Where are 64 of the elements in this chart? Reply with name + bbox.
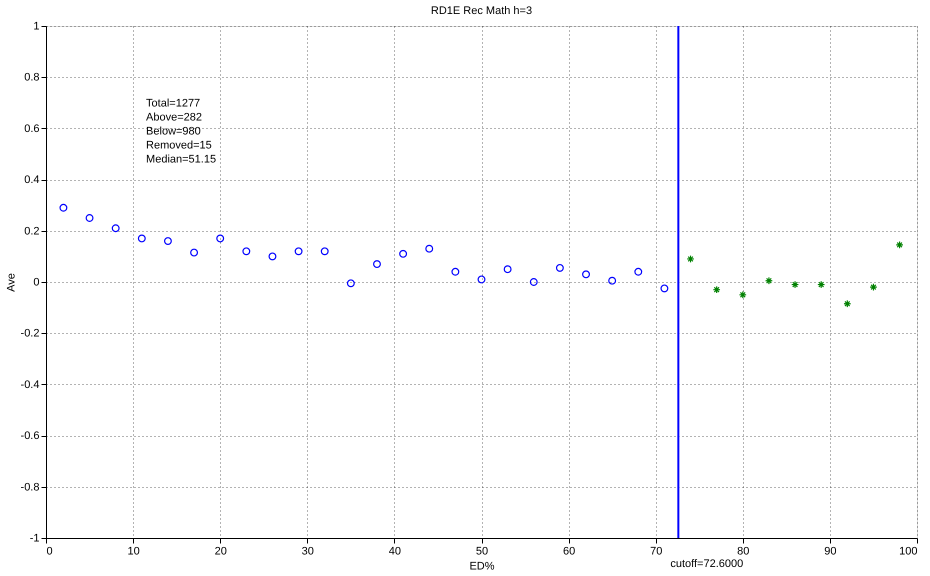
point [164,237,172,245]
point [425,244,434,253]
x-tick-label: 60 [562,546,576,558]
y-tick-label: 0.8 [24,72,40,84]
y-axis-title: Ave [6,273,18,292]
point [712,286,721,294]
point [373,260,381,268]
y-tick-label: -1 [30,532,40,544]
point [869,283,878,292]
y-tick-label: -0.4 [20,378,40,391]
point [791,280,800,289]
point [451,268,460,276]
annotation: Above=282 [146,111,202,124]
point [216,234,224,242]
point [190,248,198,257]
point [320,247,329,256]
y-tick-label: -0.2 [20,328,40,340]
point [294,247,303,256]
point [634,268,642,276]
point [608,276,616,285]
point [399,250,408,258]
annotation: Removed=15 [146,139,212,152]
y-tick-label: 0.2 [24,225,40,238]
point [504,265,512,274]
annotation: Total=1277 [146,97,200,110]
point [346,279,355,288]
annotation: Below=980 [146,125,201,138]
point [138,234,146,242]
point [686,255,694,263]
y-tick-label: -0.8 [20,481,40,494]
x-tick-label: 70 [650,546,662,558]
point [268,252,276,260]
point [242,247,250,256]
point [738,290,747,299]
y-tick-label: 0.6 [24,122,40,135]
x-tick-label: 40 [388,546,402,558]
point [843,300,852,308]
point [478,275,486,284]
point [86,214,94,222]
point [556,264,564,272]
chart-title: RD1E Rec Math h=3 [430,5,532,17]
x-tick-label: 30 [302,546,314,558]
point [530,278,538,286]
point [764,276,773,285]
point [582,270,590,278]
x-tick-label: 0 [46,546,53,558]
x-tick-label: 90 [824,546,837,558]
y-tick-label: 0.4 [24,174,40,186]
point [59,204,68,212]
y-tick-label: 1 [33,20,40,32]
x-tick-label: 10 [127,546,140,558]
point [112,224,120,232]
x-tick-label: 80 [737,546,750,558]
annotation: Median=51.15 [146,153,216,166]
x-tick-label: 100 [899,546,918,558]
x-tick-label: 20 [214,546,227,558]
x-tick-label: 50 [476,546,488,558]
x-axis-title: ED% [469,560,495,572]
y-tick-label: -0.6 [20,430,40,442]
point [817,280,826,289]
ref-line-label: cutoff=72.6000 [670,558,744,570]
point [660,284,668,292]
point [896,240,904,249]
y-tick-label: 0 [33,276,40,288]
